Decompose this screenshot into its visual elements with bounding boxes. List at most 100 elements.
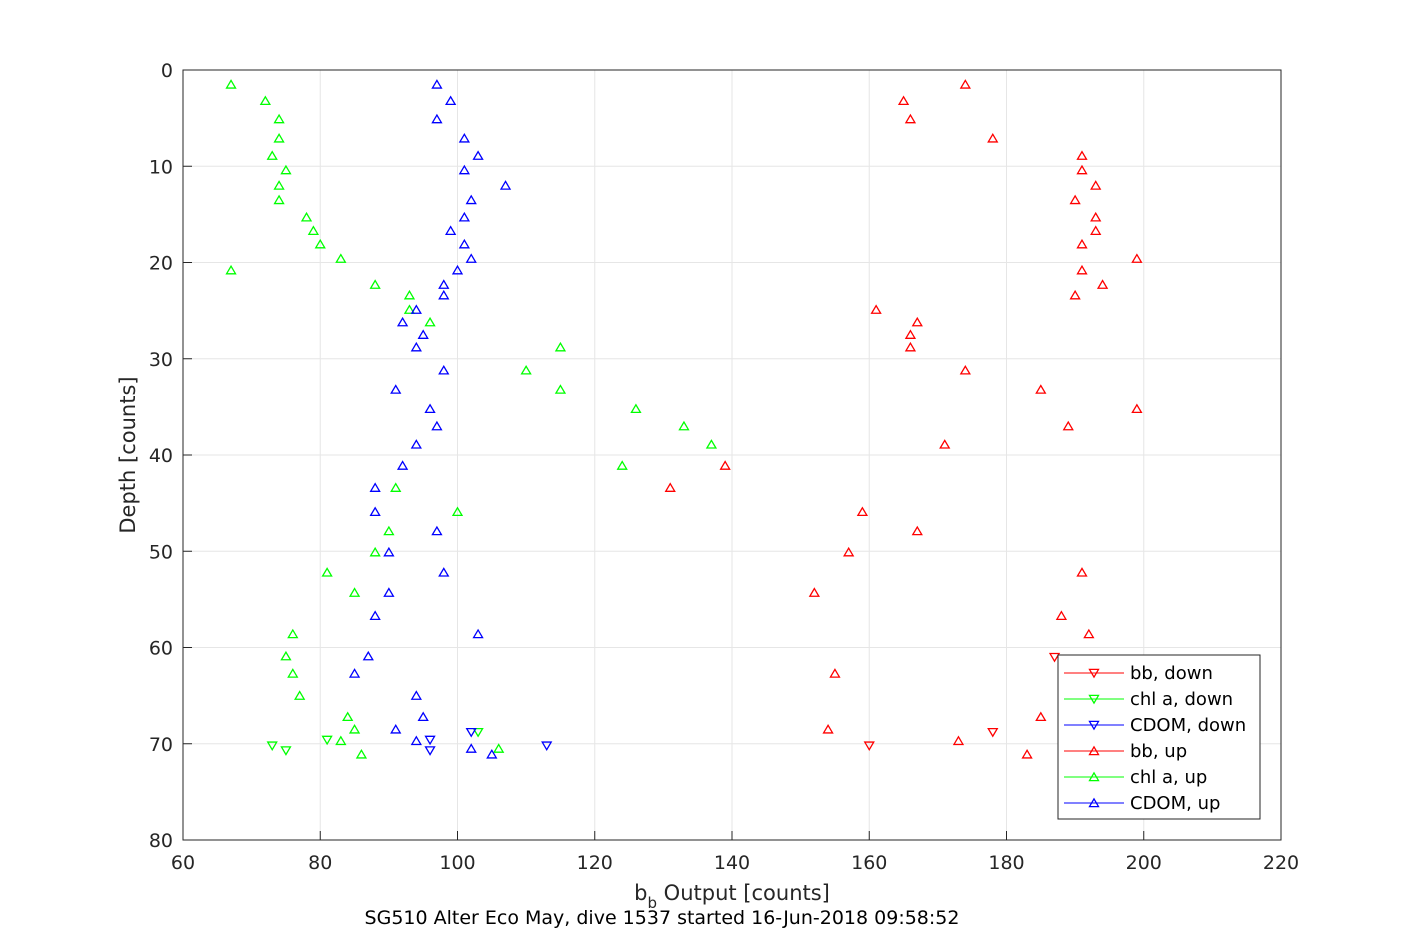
data-point-bb-up (1076, 264, 1088, 275)
data-point-cdom-up (431, 525, 443, 536)
data-point-chl-a-up (348, 587, 361, 597)
data-point-bb-up (897, 95, 910, 106)
data-point-cdom-up (445, 95, 457, 106)
data-point-bb-up (904, 113, 917, 124)
data-point-cdom-down (424, 735, 436, 746)
data-point-bb-up (911, 316, 923, 327)
data-point-cdom-up (369, 610, 381, 620)
data-point-chl-a-up (369, 279, 381, 289)
data-point-chl-a-up (554, 384, 567, 394)
y-tick-label: 70 (149, 734, 173, 756)
data-point-cdom-up (424, 403, 436, 414)
data-point-cdom-up (362, 650, 374, 661)
data-point-chl-a-up (273, 194, 285, 205)
data-point-bb-up (952, 735, 965, 746)
data-point-chl-a-up (403, 304, 416, 314)
data-point-chl-a-up (705, 439, 718, 449)
data-point-cdom-up (410, 341, 422, 352)
x-tick-label: 220 (1263, 852, 1299, 874)
data-point-bb-up (904, 341, 917, 352)
data-point-cdom-up (438, 279, 450, 289)
y-tick-label: 80 (149, 830, 173, 852)
axis-ticks: 60 80 100 120 140 160 180 200 220010203040506070… (149, 60, 1299, 874)
data-point-chl-a-up (294, 690, 306, 700)
data-point-cdom-up (410, 735, 422, 746)
data-point-cdom-up (465, 743, 477, 753)
legend-label: chl a, down (1130, 689, 1233, 710)
data-point-chl-a-up (678, 420, 690, 431)
data-point-cdom-up (438, 364, 450, 375)
data-point-cdom-up (348, 668, 361, 678)
data-point-cdom-up (396, 316, 409, 327)
y-tick-label: 40 (149, 445, 173, 467)
data-point-chl-a-up (383, 525, 395, 536)
data-point-cdom-up (417, 329, 429, 339)
data-point-cdom-up (383, 546, 395, 557)
data-point-bb-up (1131, 253, 1143, 263)
data-point-chl-a-up (225, 264, 237, 275)
data-markers (225, 79, 1143, 759)
x-tick-label: 180 (988, 852, 1024, 874)
x-tick-label: 80 (308, 852, 332, 874)
data-point-chl-a-up (321, 567, 333, 577)
data-point-cdom-up (458, 211, 470, 222)
x-axis-label-subscript: b (647, 894, 657, 912)
data-point-chl-a-up (266, 150, 278, 160)
data-point-chl-a-down (472, 727, 484, 738)
data-point-bb-up (939, 439, 951, 449)
legend-label: CDOM, up (1130, 793, 1220, 814)
data-point-chl-a-down (321, 735, 333, 746)
data-point-bb-up (1076, 567, 1088, 577)
data-point-chl-a-up (616, 460, 628, 470)
data-point-bb-up (1062, 420, 1074, 431)
legend-marker (1088, 694, 1100, 705)
data-point-chl-a-up (369, 546, 381, 557)
y-axis-label: Depth [counts] (116, 376, 140, 533)
data-point-cdom-up (431, 420, 443, 431)
data-point-cdom-up (438, 289, 450, 300)
data-point-cdom-up (431, 79, 443, 89)
data-point-chl-a-down (280, 746, 292, 756)
data-point-chl-a-up (342, 711, 354, 722)
data-point-bb-up (856, 506, 869, 517)
data-point-bb-up (719, 460, 731, 470)
data-point-chl-a-up (355, 749, 368, 759)
data-point-chl-a-down (266, 741, 278, 752)
x-tick-label: 160 (851, 852, 887, 874)
data-point-bb-up (808, 587, 820, 597)
data-point-bb-up (1083, 628, 1095, 639)
legend-marker (1088, 771, 1100, 782)
data-point-chl-a-up (225, 79, 237, 89)
data-point-cdom-up (390, 384, 402, 394)
legend-label: bb, down (1130, 663, 1213, 684)
data-point-chl-a-up (348, 723, 361, 734)
x-tick-label: 140 (714, 852, 750, 874)
x-axis-label: bb Output [counts] (634, 881, 830, 912)
data-point-cdom-up (465, 253, 477, 263)
data-point-chl-a-up (280, 164, 292, 175)
data-point-bb-up (829, 668, 841, 678)
data-point-bb-up (843, 546, 855, 557)
data-point-chl-a-up (300, 211, 313, 222)
data-point-bb-down (863, 741, 875, 752)
y-tick-label: 10 (149, 156, 173, 178)
data-point-bb-up (1131, 403, 1143, 414)
data-point-cdom-up (458, 133, 470, 143)
data-point-bb-up (1076, 150, 1088, 160)
legend-label: CDOM, down (1130, 715, 1246, 736)
data-point-chl-a-up (287, 668, 299, 678)
data-point-bb-up (1096, 279, 1109, 289)
data-point-bb-up (904, 329, 917, 339)
x-axis-label-rest: Output [counts] (657, 881, 830, 905)
x-axis-label-main: b (634, 881, 647, 905)
data-point-bb-up (1090, 180, 1102, 190)
data-point-cdom-up (369, 506, 381, 517)
data-point-cdom-up (369, 482, 381, 492)
y-tick-label: 30 (149, 349, 173, 371)
data-point-bb-down (987, 727, 999, 738)
data-point-chl-a-up (424, 316, 436, 327)
data-point-cdom-up (417, 711, 429, 722)
data-point-cdom-up (499, 180, 512, 190)
data-point-bb-up (1076, 164, 1088, 175)
data-point-cdom-up (472, 628, 484, 639)
